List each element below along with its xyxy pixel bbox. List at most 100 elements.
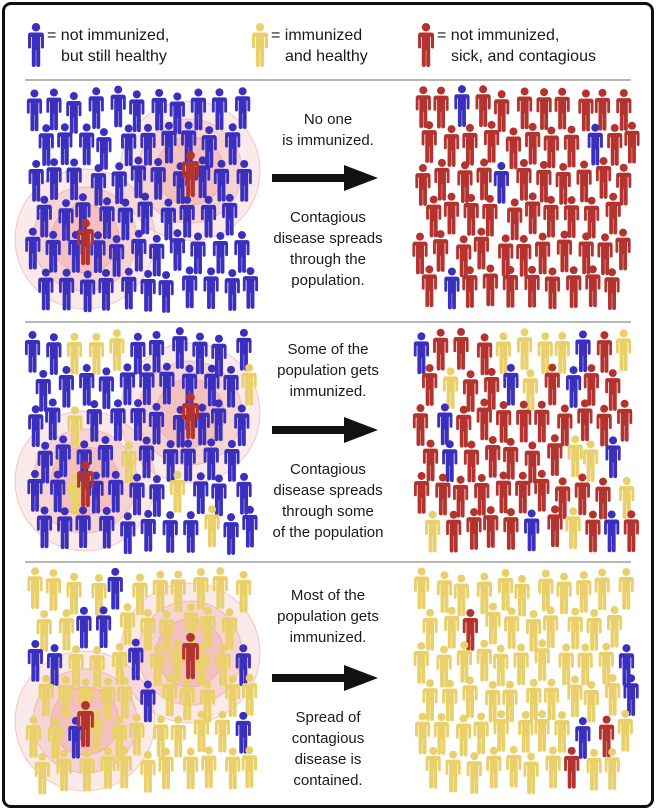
person-icon — [566, 266, 582, 308]
person-icon — [140, 269, 156, 312]
panel-1-caption-bottom: Contagious disease spreads through the p… — [253, 207, 403, 291]
person-icon — [137, 192, 153, 235]
person-icon — [507, 198, 523, 241]
legend-label: = not immunized, sick, and contagious — [437, 25, 596, 67]
person-icon — [140, 123, 156, 166]
person-icon — [493, 162, 509, 204]
person-icon — [466, 508, 482, 550]
person-icon — [505, 127, 522, 170]
person-icon — [159, 610, 175, 653]
person-icon — [563, 196, 580, 238]
person-icon — [242, 505, 258, 548]
person-icon — [46, 88, 62, 131]
legend-label: = immunized and healthy — [271, 25, 368, 67]
person-icon — [604, 268, 620, 311]
person-icon — [169, 229, 186, 271]
panel-2-caption-bottom: Contagious disease spreads through some … — [253, 459, 403, 543]
person-icon — [426, 195, 442, 238]
person-icon — [88, 87, 104, 130]
person-icon — [547, 434, 563, 477]
person-icon — [182, 633, 199, 680]
person-icon — [462, 676, 478, 719]
person-icon — [495, 471, 512, 514]
person-icon — [516, 234, 532, 277]
person-icon — [584, 196, 600, 239]
person-icon — [454, 85, 470, 127]
person-icon — [47, 717, 64, 760]
person-icon — [204, 505, 220, 548]
divider — [25, 321, 631, 323]
person-icon — [422, 679, 438, 721]
person-icon — [179, 195, 195, 238]
person-icon — [79, 123, 95, 166]
person-icon — [483, 506, 499, 548]
person-icon — [624, 121, 640, 164]
person-icon — [158, 271, 174, 313]
person-icon — [563, 125, 580, 168]
person-icon — [555, 162, 571, 205]
caption-line: through some — [282, 503, 374, 520]
person-icon — [534, 400, 550, 443]
person-icon — [545, 746, 561, 789]
person-icon — [605, 369, 621, 411]
person-icon — [100, 677, 116, 720]
person-icon — [140, 680, 156, 723]
person-icon — [204, 364, 220, 407]
person-icon — [623, 674, 639, 717]
caption-line: contagious — [291, 730, 365, 747]
person-icon — [28, 405, 44, 448]
person-icon — [34, 752, 50, 795]
person-icon — [525, 610, 542, 652]
caption-line: contained. — [293, 772, 363, 789]
person-icon — [162, 674, 178, 717]
person-icon — [442, 679, 458, 722]
person-icon — [412, 232, 428, 275]
person-icon — [80, 270, 96, 313]
legend-line-2: but still healthy — [61, 48, 167, 65]
person-icon — [27, 567, 43, 610]
person-icon — [91, 574, 107, 616]
person-icon — [152, 570, 168, 613]
person-icon — [516, 328, 533, 371]
person-icon — [130, 332, 146, 375]
person-icon — [526, 678, 542, 721]
person-icon — [585, 265, 601, 308]
person-icon — [498, 234, 514, 277]
person-icon — [578, 232, 594, 275]
person-icon — [485, 680, 501, 723]
person-icon — [235, 87, 251, 130]
person-icon — [558, 643, 574, 686]
person-icon — [604, 510, 620, 553]
person-icon — [421, 121, 437, 163]
person-icon — [462, 123, 478, 166]
person-icon — [200, 195, 217, 238]
person-icon — [58, 609, 75, 651]
person-icon — [435, 473, 451, 516]
person-icon — [26, 89, 43, 132]
person-icon — [58, 268, 75, 311]
person-icon — [215, 644, 231, 687]
caption-line: immunized. — [289, 383, 367, 400]
person-icon — [193, 472, 209, 515]
person-icon — [28, 159, 44, 202]
caption-line: is immunized. — [282, 132, 374, 149]
person-icon — [482, 264, 498, 307]
person-icon — [131, 229, 147, 272]
person-icon — [223, 513, 239, 555]
person-icon — [211, 334, 227, 377]
person-icon — [190, 232, 206, 275]
person-icon — [536, 160, 552, 203]
person-icon — [90, 164, 107, 206]
person-icon — [452, 475, 469, 518]
person-icon — [555, 477, 571, 520]
person-icon — [121, 441, 137, 484]
person-icon — [169, 639, 185, 682]
person-icon — [415, 86, 431, 129]
person-icon — [475, 85, 491, 128]
person-icon — [605, 436, 621, 479]
person-icon — [150, 158, 166, 200]
person-icon — [109, 329, 125, 372]
person-icon — [55, 435, 71, 478]
person-icon — [485, 602, 501, 645]
person-icon — [415, 164, 431, 206]
